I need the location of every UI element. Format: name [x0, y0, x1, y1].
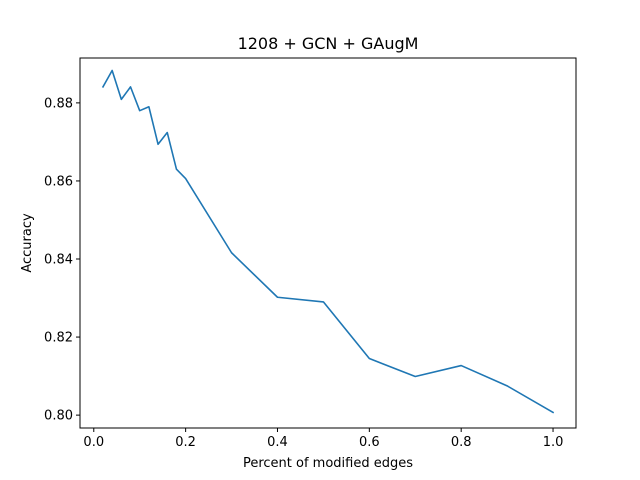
- x-tick-label: 1.0: [543, 435, 564, 450]
- x-tick-label: 0.8: [451, 435, 472, 450]
- x-tick-label: 0.4: [267, 435, 288, 450]
- y-tick-label: 0.84: [44, 253, 73, 268]
- y-tick-label: 0.88: [44, 96, 73, 111]
- x-tick-label: 0.2: [175, 435, 196, 450]
- y-axis-label: Accuracy: [20, 213, 35, 273]
- y-tick-label: 0.86: [44, 174, 73, 189]
- series-layer: [101, 69, 555, 414]
- series-line-0: [101, 69, 555, 414]
- x-tick-label: 0.6: [359, 435, 380, 450]
- chart-title: 1208 + GCN + GAugM: [238, 34, 419, 53]
- y-tick-label: 0.80: [44, 409, 73, 424]
- y-tick-label: 0.82: [44, 331, 73, 346]
- ticks-layer: 0.0 0.2 0.4 0.6 0.8 1.0 0.80 0.82 0.84 0.86 0.88: [44, 96, 563, 450]
- plot-area-frame: [79, 57, 577, 429]
- x-tick-label: 0.0: [83, 435, 104, 450]
- x-axis-label: Percent of modified edges: [243, 456, 413, 471]
